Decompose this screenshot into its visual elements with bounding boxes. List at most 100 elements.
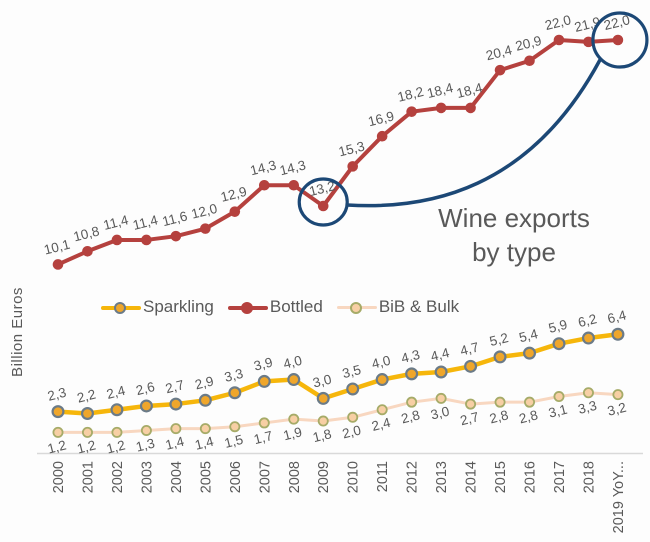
sparkling-data-label: 4,7 bbox=[459, 339, 481, 358]
bottled-data-label: 14,3 bbox=[278, 157, 307, 178]
sparkling-data-label: 2,9 bbox=[193, 373, 215, 392]
bib-bulk-point bbox=[199, 423, 211, 435]
sparkling-data-label: 3,0 bbox=[311, 371, 333, 390]
sparkling-point bbox=[198, 393, 212, 407]
bottled-point bbox=[52, 259, 64, 270]
bottled-point bbox=[200, 223, 211, 234]
bib-bulk-data-label: 1,4 bbox=[164, 434, 186, 453]
x-tick-label: 2010 bbox=[346, 461, 362, 493]
sparkling-point bbox=[611, 327, 625, 341]
bottled-point bbox=[612, 34, 624, 46]
bib-bulk-point bbox=[81, 426, 93, 438]
bib-bulk-point bbox=[524, 396, 536, 408]
bottled-data-label: 20,4 bbox=[484, 42, 514, 63]
bib-bulk-legend-swatch-icon bbox=[336, 301, 377, 314]
bottled-point bbox=[524, 55, 535, 67]
bib-bulk-point bbox=[435, 392, 447, 404]
bib-bulk-data-label: 2,8 bbox=[400, 407, 422, 426]
bottled-data-label: 15,3 bbox=[337, 139, 366, 160]
bib-bulk-point bbox=[229, 421, 241, 433]
bib-bulk-data-label: 3,1 bbox=[547, 402, 569, 421]
x-tick-label: 2011 bbox=[375, 461, 391, 492]
x-tick-label: 2019 YoY... bbox=[611, 461, 627, 533]
bottled-data-label: 12,0 bbox=[190, 201, 219, 222]
x-tick-label: 2002 bbox=[110, 461, 126, 493]
sparkling-point bbox=[464, 359, 478, 373]
bottled-data-label: 11,4 bbox=[131, 212, 160, 233]
bottled-point bbox=[376, 130, 388, 142]
bottled-point bbox=[141, 234, 152, 246]
bottled-point bbox=[435, 102, 447, 114]
bib-bulk-point bbox=[317, 415, 329, 427]
bib-bulk-point bbox=[288, 413, 300, 425]
bib-bulk-data-label: 3,0 bbox=[429, 403, 451, 422]
sparkling-point bbox=[169, 397, 183, 411]
sparkling-point bbox=[434, 365, 448, 379]
sparkling-point bbox=[257, 374, 271, 388]
bib-bulk-point bbox=[406, 396, 418, 408]
bib-bulk-point bbox=[612, 389, 624, 401]
sparkling-data-label: 6,2 bbox=[576, 311, 598, 330]
sparkling-point bbox=[581, 331, 595, 345]
sparkling-data-label: 3,5 bbox=[341, 362, 363, 381]
sparkling-point bbox=[405, 367, 419, 381]
bib-bulk-point bbox=[111, 426, 123, 438]
bottled-data-label: 18,2 bbox=[396, 84, 425, 105]
bib-bulk-data-label: 1,3 bbox=[134, 436, 156, 455]
bib-bulk-data-label: 2,4 bbox=[370, 415, 392, 434]
x-tick-label: 2003 bbox=[139, 461, 155, 493]
sparkling-point bbox=[51, 405, 65, 419]
bottled-point bbox=[317, 200, 329, 212]
sparkling-data-label: 5,2 bbox=[488, 330, 510, 349]
bib-bulk-data-label: 1,9 bbox=[282, 424, 304, 443]
sparkling-data-label: 4,4 bbox=[429, 345, 451, 364]
bib-bulk-data-label: 3,3 bbox=[576, 398, 598, 417]
bib-bulk-data-label: 2,8 bbox=[488, 407, 510, 426]
bottled-point bbox=[553, 34, 565, 46]
legend-item-bib-bulk: BiB & Bulk bbox=[336, 297, 459, 317]
annotation-circle-2009 bbox=[297, 177, 349, 227]
bib-bulk-data-label: 1,8 bbox=[311, 426, 333, 445]
bib-bulk-point bbox=[553, 391, 565, 403]
bottled-data-label: 18,4 bbox=[455, 80, 485, 101]
sparkling-point bbox=[139, 399, 153, 413]
bottled-point bbox=[583, 36, 594, 48]
x-tick-label: 2016 bbox=[523, 461, 539, 493]
x-tick-label: 2005 bbox=[198, 461, 214, 493]
sparkling-legend-swatch-icon bbox=[101, 301, 141, 314]
bottled-point bbox=[406, 106, 417, 117]
bib-bulk-data-label: 2,7 bbox=[459, 409, 481, 428]
bib-bulk-data-label: 1,2 bbox=[75, 437, 97, 456]
bottled-legend-swatch-icon bbox=[227, 301, 268, 314]
bottled-point bbox=[82, 245, 93, 257]
bib-bulk-data-label: 2,8 bbox=[518, 407, 540, 426]
x-tick-label: 2007 bbox=[257, 461, 273, 493]
sparkling-data-label: 2,7 bbox=[164, 377, 186, 396]
annotation-connector-curve bbox=[345, 58, 602, 208]
bottled-point bbox=[229, 206, 241, 217]
x-tick-label: 2006 bbox=[228, 461, 244, 493]
bottled-data-label: 11,4 bbox=[102, 212, 131, 233]
x-tick-label: 2012 bbox=[405, 461, 421, 493]
bottled-data-label: 11,6 bbox=[161, 208, 189, 229]
bib-bulk-point bbox=[52, 426, 64, 438]
bib-bulk-data-label: 1,5 bbox=[223, 432, 245, 451]
bottled-point bbox=[288, 179, 300, 191]
bottled-data-label: 22,0 bbox=[602, 12, 631, 33]
bottled-data-label: 14,3 bbox=[249, 157, 278, 178]
sparkling-point bbox=[228, 386, 242, 400]
x-tick-label: 2000 bbox=[51, 461, 67, 493]
x-tick-label: 2015 bbox=[493, 461, 509, 493]
bib-bulk-point bbox=[170, 423, 182, 435]
bottled-data-label: 10,8 bbox=[72, 223, 101, 244]
bottled-point bbox=[494, 64, 506, 76]
bib-bulk-data-label: 1,7 bbox=[252, 428, 274, 447]
sparkling-point bbox=[375, 373, 389, 387]
chart-legend: Sparkling Bottled BiB & Bulk bbox=[101, 297, 459, 317]
y-axis-title: Billion Euros bbox=[9, 287, 26, 377]
bottled-data-label: 20,9 bbox=[514, 33, 543, 54]
x-tick-label: 2014 bbox=[464, 461, 480, 493]
bottled-point bbox=[170, 230, 182, 242]
